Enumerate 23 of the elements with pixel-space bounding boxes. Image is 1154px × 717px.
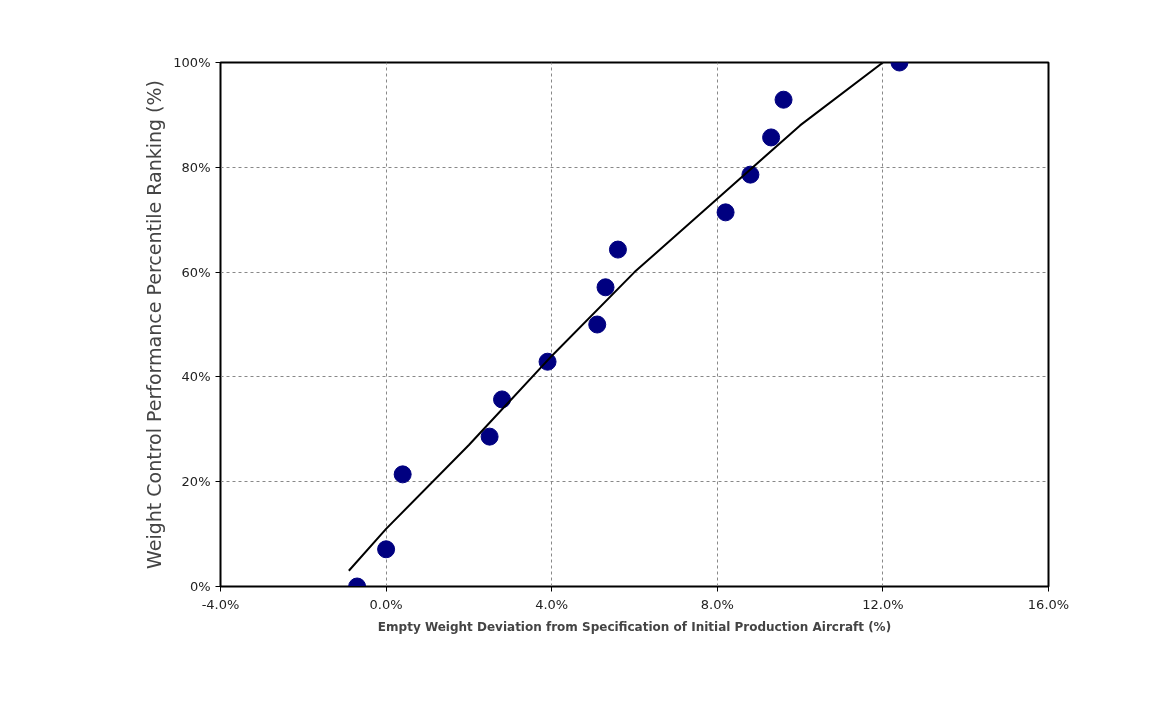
y-tick-label: 0%	[189, 579, 211, 594]
point	[393, 465, 412, 484]
y-tick-label: 20%	[181, 474, 211, 490]
x-tick-label: 16.0%	[1027, 596, 1070, 612]
point	[762, 128, 781, 147]
x-axis-title: Empty Weight Deviation from Specification of Initial Production Aircraft (%)	[377, 619, 892, 634]
point	[588, 315, 607, 334]
y-tick-label: 40%	[181, 369, 211, 385]
point	[774, 90, 793, 109]
point	[377, 540, 396, 559]
x-tick-label: 8.0%	[700, 596, 734, 612]
point	[480, 427, 499, 446]
x-tick-label: 12.0%	[862, 596, 904, 612]
y-tick-label: 100%	[173, 55, 211, 70]
x-tick-label: -4.0%	[201, 596, 240, 612]
point	[716, 203, 735, 222]
y-tick-label: 60%	[181, 264, 211, 280]
point	[596, 278, 615, 297]
point	[608, 240, 627, 259]
x-tick-label: 4.0%	[535, 596, 569, 612]
y-axis-title: Weight Control Performance Percentile Ranking (%)	[143, 80, 166, 569]
x-tick-label: 0.0%	[369, 596, 403, 612]
y-tick-label: 80%	[181, 159, 211, 175]
